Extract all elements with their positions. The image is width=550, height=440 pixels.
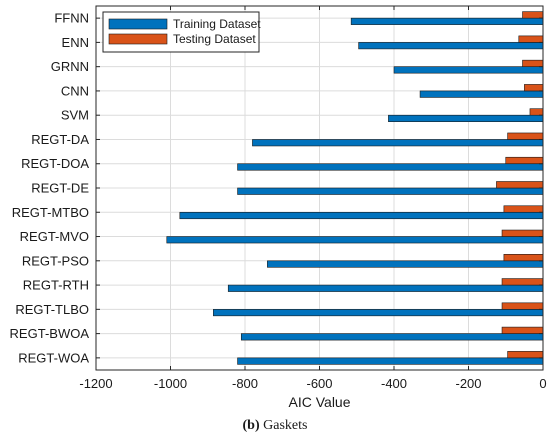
y-tick-label: FFNN	[54, 11, 89, 26]
bar-training	[227, 284, 544, 292]
bar-training	[237, 357, 544, 365]
bar-training	[393, 66, 544, 74]
y-tick-label: ENN	[62, 35, 89, 50]
bar-testing	[522, 59, 544, 67]
legend-swatch	[108, 33, 168, 45]
y-tick-label: CNN	[61, 83, 89, 98]
bar-testing	[496, 181, 544, 189]
y-tick-label: REGT-TLBO	[15, 302, 89, 317]
bar-training	[237, 187, 544, 195]
bar-testing	[501, 326, 544, 334]
bar-training	[237, 163, 544, 171]
legend-swatch	[108, 18, 168, 30]
legend-label: Testing Dataset	[173, 32, 256, 46]
bar-training	[240, 333, 544, 341]
caption-text: Gaskets	[259, 418, 308, 433]
bar-training	[267, 260, 544, 268]
caption-label: (b)	[242, 418, 260, 433]
bar-testing	[522, 11, 544, 19]
y-tick-labels: FFNN ENN GRNN CNN SVM REGT-DA REGT-DOA REGT-DE R…	[10, 11, 543, 365]
x-tick-label: -400	[381, 376, 407, 391]
x-axis-title: AIC Value	[289, 394, 351, 410]
y-tick-label: SVM	[61, 108, 89, 123]
x-tick-label: -800	[232, 376, 258, 391]
bar-testing	[505, 156, 544, 165]
x-tick-label: -1200	[79, 376, 112, 391]
x-tick-label: -600	[306, 376, 332, 391]
y-tick-label: REGT-WOA	[18, 350, 89, 365]
bar-training	[358, 42, 544, 50]
x-tick-label: -1000	[154, 376, 187, 391]
y-tick-label: REGT-DA	[31, 132, 89, 147]
bar-training	[252, 139, 544, 147]
bar-training	[350, 17, 544, 25]
bar-training	[179, 211, 544, 220]
bar-testing	[501, 302, 544, 310]
y-tick-label: REGT-DOA	[21, 156, 89, 171]
bar-testing	[507, 132, 544, 140]
y-tick-label: REGT-BWOA	[10, 326, 90, 341]
bar-testing	[507, 351, 544, 359]
bar-testing	[501, 229, 544, 237]
y-tick-label: REGT-MVO	[20, 229, 89, 244]
y-tick-label: REGT-MTBO	[12, 205, 89, 220]
x-tick-label: -200	[455, 376, 481, 391]
x-tick-label: 0	[539, 376, 546, 391]
bar-training	[213, 309, 544, 317]
bar-training	[388, 114, 544, 122]
y-tick-label: REGT-DE	[31, 181, 89, 196]
x-tick-labels: -1200 -1000 -800 -600 -400 -200 0	[79, 376, 546, 391]
figure-caption: (b) Gaskets	[0, 418, 550, 434]
bar-testing	[501, 278, 544, 286]
legend-box	[102, 11, 260, 53]
y-tick-label: REGT-PSO	[22, 253, 89, 268]
bar-testing	[529, 108, 544, 116]
y-tick-label: REGT-RTH	[23, 278, 89, 293]
bar-testing	[518, 35, 544, 43]
bar-testing	[503, 254, 544, 262]
bar-testing	[524, 84, 544, 92]
bar-training	[419, 90, 544, 98]
legend-label: Training Dataset	[173, 17, 261, 31]
y-tick-label: GRNN	[51, 59, 89, 74]
bar-training	[166, 236, 544, 244]
aic-bar-chart: FFNN ENN GRNN CNN SVM REGT-DA REGT-DOA REGT-DE R…	[10, 5, 547, 410]
bar-testing	[503, 205, 544, 213]
